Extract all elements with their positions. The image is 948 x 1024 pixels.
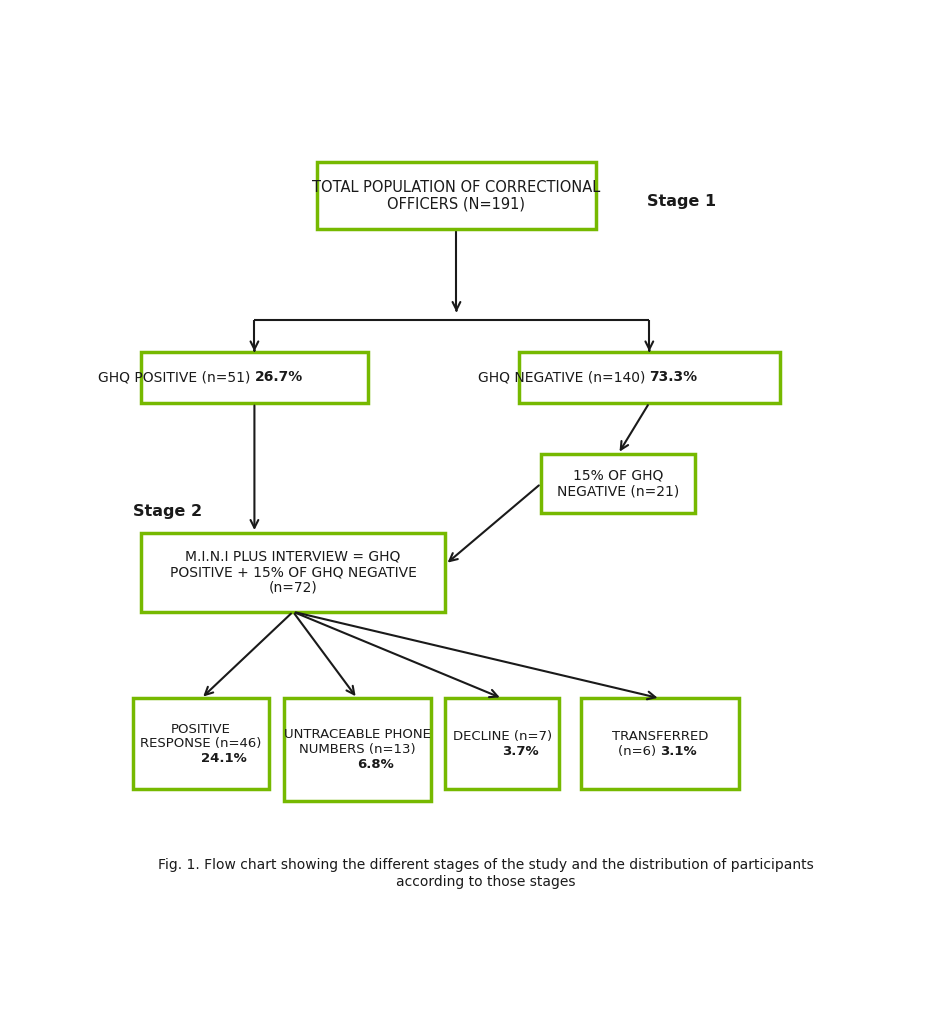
Text: (n=6): (n=6) <box>618 744 661 758</box>
Text: 15% OF GHQ: 15% OF GHQ <box>573 469 664 483</box>
FancyBboxPatch shape <box>283 698 430 801</box>
Text: M.I.N.I PLUS INTERVIEW = GHQ: M.I.N.I PLUS INTERVIEW = GHQ <box>185 550 401 564</box>
FancyBboxPatch shape <box>519 351 779 402</box>
FancyBboxPatch shape <box>140 532 446 611</box>
Text: TRANSFERRED: TRANSFERRED <box>612 730 708 743</box>
FancyBboxPatch shape <box>317 163 596 229</box>
Text: (n=72): (n=72) <box>268 581 318 595</box>
FancyBboxPatch shape <box>133 698 269 790</box>
Text: OFFICERS (N=191): OFFICERS (N=191) <box>388 197 525 211</box>
Text: 73.3%: 73.3% <box>649 370 698 384</box>
FancyBboxPatch shape <box>446 698 559 790</box>
FancyBboxPatch shape <box>140 351 368 402</box>
Text: DECLINE (n=7): DECLINE (n=7) <box>453 730 552 743</box>
Text: Stage 1: Stage 1 <box>647 195 717 209</box>
Text: GHQ NEGATIVE (n=140): GHQ NEGATIVE (n=140) <box>478 370 649 384</box>
FancyBboxPatch shape <box>581 698 739 790</box>
Text: 26.7%: 26.7% <box>254 370 302 384</box>
FancyBboxPatch shape <box>541 454 695 513</box>
Text: Stage 2: Stage 2 <box>133 504 202 519</box>
Text: TOTAL POPULATION OF CORRECTIONAL: TOTAL POPULATION OF CORRECTIONAL <box>312 180 601 196</box>
Text: NUMBERS (n=13): NUMBERS (n=13) <box>299 743 415 756</box>
Text: RESPONSE (n=46): RESPONSE (n=46) <box>140 737 262 751</box>
Text: NEGATIVE (n=21): NEGATIVE (n=21) <box>557 484 679 499</box>
Text: 24.1%: 24.1% <box>201 752 246 765</box>
Text: UNTRACEABLE PHONE: UNTRACEABLE PHONE <box>283 728 430 741</box>
Text: POSITIVE + 15% OF GHQ NEGATIVE: POSITIVE + 15% OF GHQ NEGATIVE <box>170 565 416 580</box>
Text: 6.8%: 6.8% <box>357 758 394 771</box>
Text: POSITIVE: POSITIVE <box>172 723 231 735</box>
Text: 3.1%: 3.1% <box>661 744 697 758</box>
Text: 3.7%: 3.7% <box>502 744 539 758</box>
Text: GHQ POSITIVE (n=51): GHQ POSITIVE (n=51) <box>98 370 254 384</box>
Text: Fig. 1. Flow chart showing the different stages of the study and the distributio: Fig. 1. Flow chart showing the different… <box>158 858 813 889</box>
